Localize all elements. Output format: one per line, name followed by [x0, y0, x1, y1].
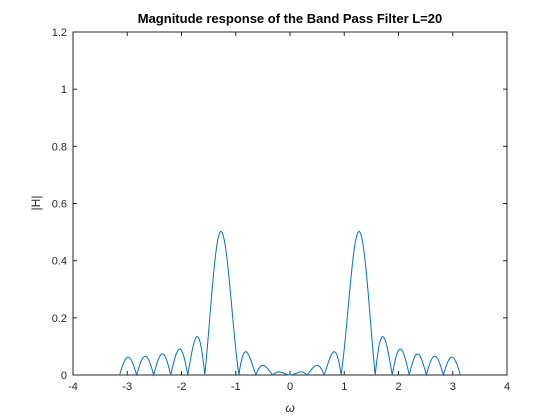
x-tick-labels: -4 -3 -2 -1 0 1 2 3 4 — [68, 381, 510, 393]
y-tick-label: 1.2 — [52, 27, 67, 39]
y-tick-label: 1 — [61, 84, 67, 96]
y-axis-title: |H| — [29, 196, 43, 211]
x-tick-label: -2 — [177, 381, 187, 393]
x-axis-title: ω — [285, 401, 294, 415]
y-tick-label: 0.2 — [52, 313, 67, 325]
x-tick-label: -1 — [231, 381, 241, 393]
x-tick-label: 2 — [395, 381, 401, 393]
series-group — [119, 230, 461, 377]
tick-marks — [72, 31, 508, 376]
y-tick-label: 0.6 — [52, 199, 67, 211]
y-tick-label: 0.4 — [52, 256, 67, 268]
chart-title: Magnitude response of the Band Pass Filt… — [138, 11, 442, 26]
x-tick-label: 0 — [287, 381, 293, 393]
x-tick-label: 1 — [341, 381, 347, 393]
x-tick-label: 4 — [504, 381, 510, 393]
plot-area-frame — [72, 31, 508, 376]
x-tick-label: -3 — [122, 381, 132, 393]
x-tick-label: 3 — [450, 381, 456, 393]
y-tick-label: 0 — [61, 370, 67, 382]
x-tick-label: -4 — [68, 381, 78, 393]
y-tick-labels: 0 0.2 0.4 0.6 0.8 1 1.2 — [52, 27, 67, 382]
axes-box — [72, 31, 508, 376]
y-tick-label: 0.8 — [52, 141, 67, 153]
magnitude-response-line — [119, 230, 461, 377]
